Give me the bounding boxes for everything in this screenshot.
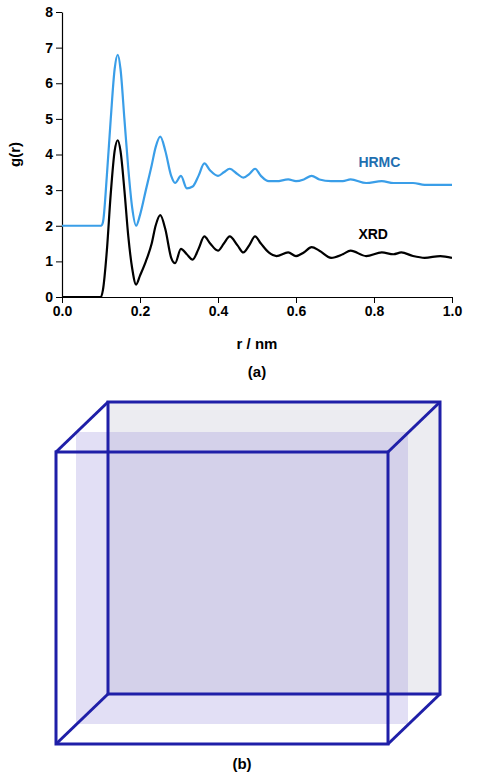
y-tick: 6: [45, 75, 62, 91]
x-axis: 0.0 0.2 0.4 0.6 0.8 1.0: [53, 297, 463, 319]
y-tick: 3: [45, 182, 62, 198]
box-front-face: [56, 452, 388, 744]
y-tick-label: 7: [45, 40, 53, 56]
y-tick-label: 4: [45, 146, 53, 162]
x-tick-label: 0.0: [53, 303, 73, 319]
y-tick-label: 2: [45, 218, 53, 234]
y-axis-line: [62, 13, 63, 298]
x-tick-label: 0.4: [209, 303, 229, 319]
y-tick: 4: [45, 146, 62, 162]
y-tick-mark: [56, 119, 62, 120]
x-tick: 0.6: [287, 297, 307, 319]
box-edge: [388, 402, 440, 452]
figure: 0.0 0.2 0.4 0.6 0.8 1.0 0 1 2 3 4 5 6 7 8 r / nm g(r) HRM…: [0, 0, 484, 778]
y-tick-label: 0: [45, 289, 53, 305]
y-tick-label: 5: [45, 111, 53, 127]
y-axis-title: g(r): [6, 142, 23, 167]
x-tick-label: 0.6: [287, 303, 307, 319]
y-tick-label: 6: [45, 75, 53, 91]
box-edge: [56, 402, 108, 452]
y-tick-mark: [56, 261, 62, 262]
y-tick-mark: [56, 190, 62, 191]
y-tick: 1: [45, 253, 62, 269]
series-label: HRMC: [358, 154, 400, 170]
x-tick: 0.2: [131, 297, 151, 319]
x-tick-label: 0.2: [131, 303, 151, 319]
box-edge: [388, 694, 440, 744]
x-tick: 0.8: [365, 297, 385, 319]
plot-lines: [62, 55, 452, 297]
series-line: [62, 55, 452, 226]
box-back-face: [108, 402, 440, 694]
series-label: XRD: [358, 226, 388, 242]
x-tick: 0.4: [209, 297, 229, 319]
box-edge: [56, 694, 108, 744]
y-tick-label: 8: [45, 4, 53, 20]
y-tick: 0: [45, 289, 62, 305]
y-tick-mark: [56, 48, 62, 49]
y-tick-mark: [56, 83, 62, 84]
y-tick: 5: [45, 111, 62, 127]
series-line: [62, 140, 452, 297]
y-tick: 8: [45, 4, 62, 20]
x-tick-label: 0.8: [365, 303, 385, 319]
y-tick-mark: [56, 155, 62, 156]
simulation-box: [56, 402, 440, 744]
x-tick: 1.0: [443, 297, 463, 319]
panel-caption: (b): [232, 755, 251, 772]
y-axis: 0 1 2 3 4 5 6 7 8: [45, 4, 62, 305]
y-tick-mark: [56, 297, 62, 298]
x-axis-title: r / nm: [237, 335, 278, 352]
structure-hint: [76, 402, 440, 724]
y-tick: 7: [45, 40, 62, 56]
x-tick: 0.0: [53, 297, 73, 319]
y-tick-label: 3: [45, 182, 53, 198]
x-tick-label: 1.0: [443, 303, 463, 319]
y-tick-label: 1: [45, 253, 53, 269]
panel-caption: (a): [248, 363, 266, 380]
x-axis-line: [63, 297, 453, 298]
series-labels: HRMC XRD: [358, 154, 400, 241]
y-tick: 2: [45, 218, 62, 234]
y-tick-mark: [56, 12, 62, 13]
structure-fill: [76, 432, 408, 724]
y-tick-mark: [56, 226, 62, 227]
